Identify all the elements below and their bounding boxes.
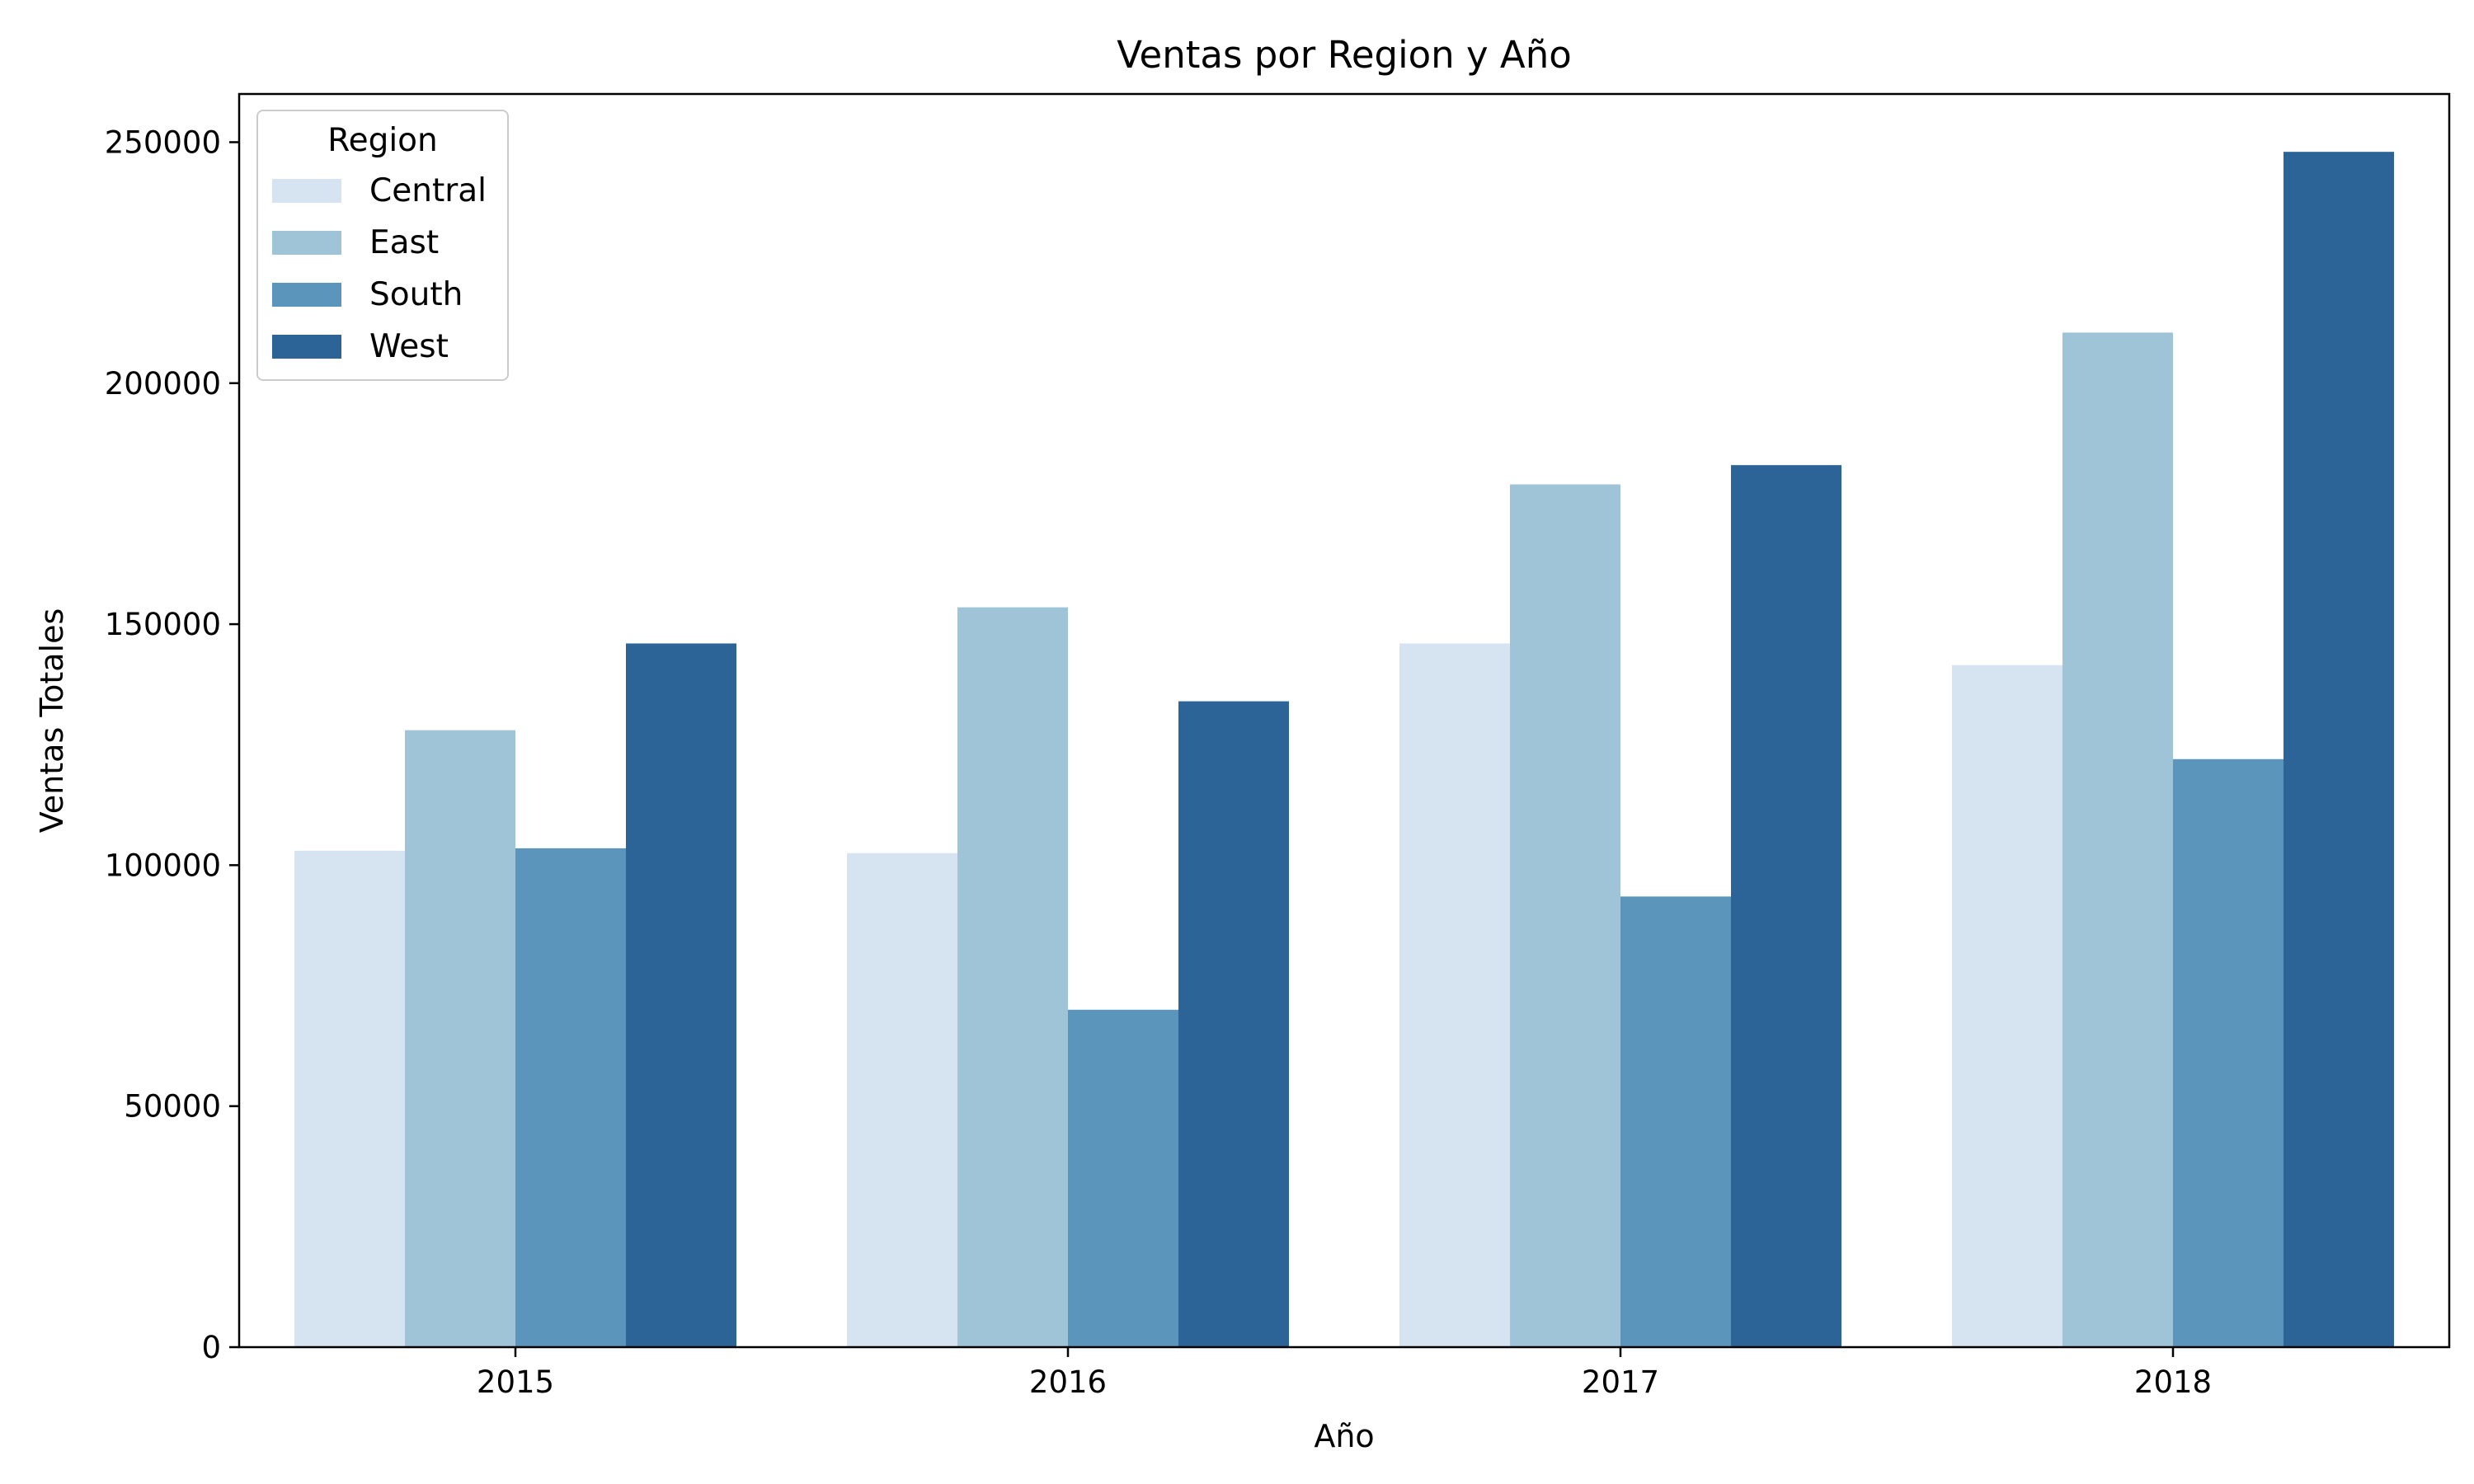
legend-label-south: South	[369, 276, 463, 313]
bar-south-2016	[1068, 1009, 1178, 1347]
bar-central-2018	[1952, 665, 2062, 1347]
chart-title: Ventas por Region y Año	[1117, 33, 1572, 77]
bar-east-2017	[1510, 484, 1620, 1347]
legend-swatch-east	[272, 231, 341, 255]
bar-south-2018	[2173, 758, 2284, 1347]
bar-central-2015	[294, 850, 405, 1347]
x-axis: 2015 2016 2017 2018	[477, 1347, 2212, 1400]
legend-label-east: East	[369, 224, 439, 261]
bar-central-2016	[847, 852, 957, 1347]
bar-west-2016	[1178, 701, 1289, 1347]
y-tick-label: 0	[201, 1330, 221, 1365]
bar-west-2015	[626, 643, 736, 1347]
legend-swatch-central	[272, 179, 341, 203]
bar-south-2017	[1620, 896, 1731, 1347]
bar-west-2017	[1731, 465, 1841, 1347]
x-axis-label: Año	[1314, 1418, 1374, 1454]
x-tick-label: 2015	[477, 1364, 554, 1400]
legend-label-central: Central	[369, 172, 487, 209]
bars	[294, 152, 2394, 1347]
legend: Region Central East South West	[256, 110, 509, 381]
legend-entries: Central East South West	[272, 172, 487, 365]
y-tick-label: 50000	[124, 1089, 221, 1125]
y-tick-label: 150000	[105, 607, 221, 642]
bar-south-2015	[515, 848, 626, 1347]
bar-east-2015	[405, 730, 515, 1347]
y-tick-label: 250000	[105, 124, 221, 160]
bar-central-2017	[1399, 643, 1510, 1347]
y-tick-label: 100000	[105, 848, 221, 883]
legend-box	[256, 110, 509, 381]
y-axis-label: Ventas Totales	[34, 608, 70, 834]
bar-west-2018	[2284, 152, 2394, 1347]
plot-frame	[238, 92, 2451, 1349]
bar-east-2018	[2062, 332, 2173, 1347]
y-axis: 0 50000 100000 150000 200000 250000	[105, 124, 239, 1365]
x-tick-label: 2018	[2134, 1364, 2212, 1400]
x-tick-label: 2016	[1029, 1364, 1107, 1400]
legend-label-west: West	[369, 328, 449, 365]
bar-east-2016	[957, 607, 1068, 1347]
legend-swatch-west	[272, 335, 341, 359]
y-tick-label: 200000	[105, 366, 221, 402]
legend-title: Region	[327, 122, 438, 159]
legend-swatch-south	[272, 283, 341, 307]
x-tick-label: 2017	[1582, 1364, 1659, 1400]
